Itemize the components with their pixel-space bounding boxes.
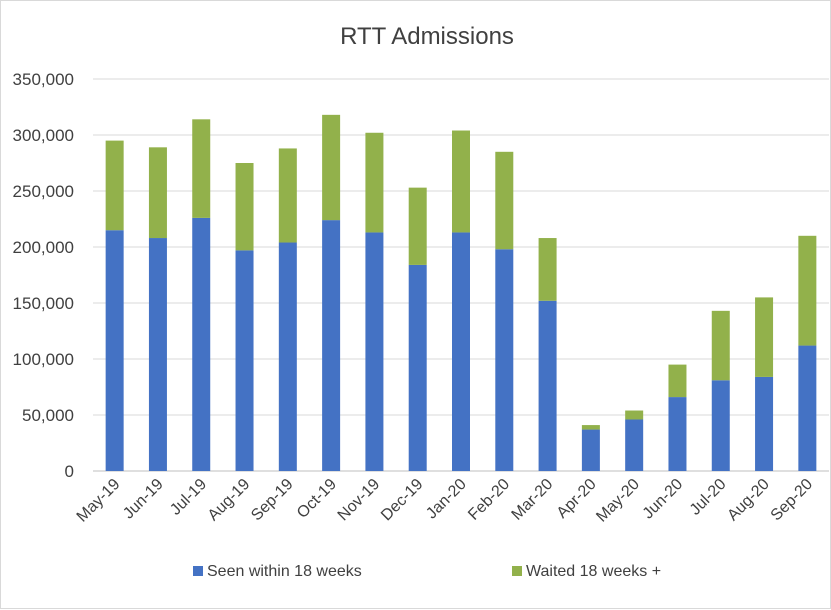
bar-seen-within-18-weeks	[408, 264, 427, 471]
y-tick-label: 200,000	[13, 238, 74, 257]
y-tick-label: 50,000	[22, 406, 74, 425]
bar-seen-within-18-weeks	[625, 419, 644, 471]
chart-title: RTT Admissions	[340, 23, 514, 50]
bar-seen-within-18-weeks	[105, 230, 124, 471]
y-tick-label: 0	[65, 462, 74, 481]
bar-waited-18-weeks-plus	[105, 140, 124, 231]
x-tick-label: Nov-19	[335, 476, 384, 525]
x-tick-label: Apr-20	[554, 476, 600, 522]
y-tick-label: 350,000	[13, 70, 74, 89]
bar-seen-within-18-weeks	[235, 250, 254, 471]
x-tick-label: Sep-19	[248, 476, 297, 525]
bar-waited-18-weeks-plus	[755, 297, 774, 377]
bar-waited-18-weeks-plus	[495, 151, 514, 250]
x-tick-label: Jan-20	[423, 476, 470, 523]
legend-swatch	[193, 566, 203, 576]
legend-swatch	[512, 566, 522, 576]
x-tick-label: Jun-19	[120, 476, 167, 523]
legend-label: Seen within 18 weeks	[207, 563, 362, 580]
bars	[105, 114, 817, 471]
x-tick-label: Mar-20	[509, 476, 557, 524]
bar-waited-18-weeks-plus	[538, 238, 557, 301]
x-tick-label: Aug-20	[724, 476, 773, 525]
y-tick-label: 300,000	[13, 126, 74, 145]
bar-seen-within-18-weeks	[452, 232, 470, 471]
bar-seen-within-18-weeks	[278, 242, 297, 471]
bar-seen-within-18-weeks	[538, 300, 557, 471]
bar-seen-within-18-weeks	[581, 429, 600, 471]
bar-waited-18-weeks-plus	[711, 310, 730, 381]
x-tick-label: May-19	[74, 476, 124, 526]
legend-label: Waited 18 weeks +	[526, 563, 661, 580]
bar-waited-18-weeks-plus	[322, 114, 341, 221]
bar-waited-18-weeks-plus	[581, 425, 600, 430]
bar-waited-18-weeks-plus	[668, 364, 687, 398]
y-axis: 0 50,000 100,000 150,000 200,000 250,000 300,0…	[13, 70, 74, 481]
bar-seen-within-18-weeks	[798, 345, 817, 471]
x-tick-label: Dec-19	[378, 476, 427, 525]
x-tick-label: Sep-20	[768, 476, 817, 525]
bar-seen-within-18-weeks	[148, 238, 167, 471]
x-tick-label: Feb-20	[465, 476, 513, 524]
x-tick-label: May-20	[593, 476, 643, 526]
y-tick-label: 250,000	[13, 182, 74, 201]
bar-waited-18-weeks-plus	[278, 148, 297, 243]
x-tick-label: Oct-19	[294, 476, 340, 522]
bar-seen-within-18-weeks	[365, 232, 384, 471]
y-tick-label: 150,000	[13, 294, 74, 313]
x-tick-label: Jun-20	[640, 476, 687, 523]
bar-seen-within-18-weeks	[322, 220, 341, 471]
bar-waited-18-weeks-plus	[408, 187, 427, 265]
bar-seen-within-18-weeks	[755, 376, 774, 471]
bar-seen-within-18-weeks	[668, 397, 687, 471]
bar-waited-18-weeks-plus	[148, 147, 167, 239]
bar-waited-18-weeks-plus	[452, 130, 470, 233]
bar-seen-within-18-weeks	[192, 217, 211, 471]
bar-seen-within-18-weeks	[495, 249, 514, 471]
x-tick-label: Aug-19	[205, 476, 254, 525]
bar-waited-18-weeks-plus	[365, 132, 384, 233]
legend: Seen within 18 weeks Waited 18 weeks +	[193, 563, 661, 580]
y-tick-label: 100,000	[13, 350, 74, 369]
bar-waited-18-weeks-plus	[798, 235, 817, 346]
bar-waited-18-weeks-plus	[192, 119, 211, 218]
bar-seen-within-18-weeks	[711, 380, 730, 471]
bar-waited-18-weeks-plus	[235, 163, 254, 251]
bar-waited-18-weeks-plus	[625, 410, 644, 420]
